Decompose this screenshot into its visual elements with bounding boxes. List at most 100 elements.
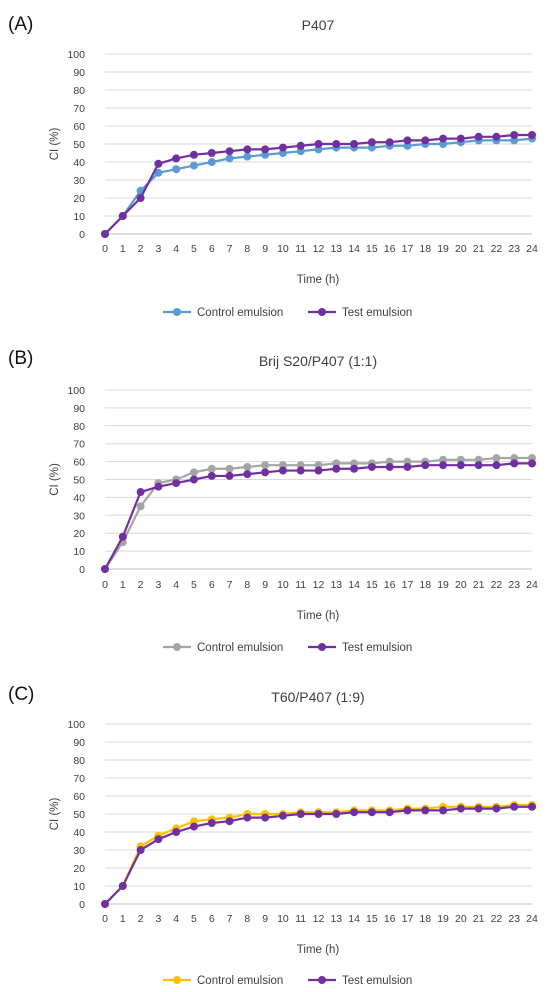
y-tick-label: 100	[67, 385, 85, 397]
data-point	[278, 811, 287, 820]
y-tick-label: 30	[73, 175, 85, 187]
y-tick-label: 10	[73, 211, 85, 223]
data-point	[101, 565, 109, 573]
legend: Control emulsion Test emulsion	[163, 642, 412, 654]
data-point	[350, 808, 359, 817]
data-point	[385, 808, 394, 817]
data-point	[385, 138, 394, 147]
data-point	[207, 158, 216, 166]
x-tick-label: 19	[437, 243, 449, 255]
x-tick-label: 16	[384, 243, 396, 255]
x-tick-label: 14	[348, 243, 360, 255]
legend: Control emulsion Test emulsion	[163, 307, 412, 319]
legend-swatch-marker	[318, 308, 326, 316]
y-tick-label: 0	[79, 564, 85, 576]
data-point	[456, 134, 465, 143]
y-tick-label: 50	[73, 139, 85, 151]
x-tick-label: 7	[227, 913, 233, 925]
x-tick-label: 24	[526, 913, 538, 925]
data-point	[136, 194, 145, 202]
y-tick-label: 10	[73, 546, 85, 558]
data-point	[332, 810, 341, 818]
x-tick-label: 18	[419, 243, 431, 255]
x-tick-label: 0	[102, 243, 108, 255]
data-point	[296, 810, 305, 818]
x-axis-label: Time (h)	[297, 274, 340, 286]
data-point	[474, 461, 483, 470]
data-point	[474, 132, 483, 141]
legend-item: Control emulsion	[163, 307, 283, 319]
x-tick-label: 24	[526, 243, 538, 255]
x-tick-label: 13	[330, 913, 342, 925]
chart-panel-c: (C) T60/P407 (1:9) 0 10 20 30 40 50 60 70 80 90 100 0…	[8, 684, 538, 987]
data-point	[207, 471, 216, 480]
data-point	[403, 136, 412, 145]
data-point	[172, 479, 181, 488]
data-point	[314, 810, 323, 818]
data-point	[421, 136, 430, 145]
data-point	[456, 804, 465, 813]
x-tick-label: 4	[173, 243, 179, 255]
y-tick-label: 50	[73, 475, 85, 487]
x-tick-label: 21	[473, 913, 485, 925]
data-point	[350, 140, 359, 148]
data-point	[172, 828, 181, 836]
legend-item: Test emulsion	[308, 642, 412, 654]
data-point	[296, 141, 305, 150]
x-tick-label: 15	[366, 243, 378, 255]
data-point	[474, 804, 483, 813]
x-tick-label: 12	[313, 913, 325, 925]
data-point	[528, 459, 536, 468]
x-tick-label: 0	[102, 913, 108, 925]
data-point	[136, 846, 145, 854]
x-tick-label: 22	[491, 913, 503, 925]
x-tick-label: 7	[227, 579, 233, 591]
data-point	[101, 230, 109, 238]
data-point	[492, 132, 501, 141]
data-point	[492, 804, 501, 813]
series-line	[104, 803, 532, 905]
x-tick-label: 2	[138, 243, 144, 255]
data-point	[314, 140, 323, 148]
data-point	[172, 154, 181, 163]
legend-label: Control emulsion	[197, 307, 283, 319]
legend-item: Test emulsion	[308, 975, 412, 987]
x-tick-label: 23	[508, 913, 520, 925]
x-tick-label: 4	[173, 913, 179, 925]
y-tick-label: 60	[73, 791, 85, 803]
data-point	[528, 802, 536, 811]
y-tick-label: 20	[73, 193, 85, 205]
x-tick-label: 8	[244, 913, 250, 925]
legend-label: Control emulsion	[197, 642, 283, 654]
x-tick-label: 19	[437, 913, 449, 925]
data-point	[118, 532, 127, 541]
data-point	[261, 145, 270, 154]
data-point	[439, 134, 448, 143]
series-line	[104, 805, 532, 905]
x-tick-label: 5	[191, 913, 197, 925]
y-axis-label: CI (%)	[49, 798, 61, 831]
data-point	[510, 131, 519, 139]
series-control	[101, 134, 536, 238]
data-point	[118, 212, 127, 220]
data-point	[296, 466, 305, 475]
x-axis-label: Time (h)	[297, 610, 340, 622]
legend-swatch-marker	[318, 643, 326, 651]
data-point	[367, 138, 376, 147]
data-point	[439, 806, 448, 815]
x-tick-label: 15	[366, 579, 378, 591]
x-tick-label: 4	[173, 579, 179, 591]
y-tick-label: 40	[73, 157, 85, 169]
x-tick-label: 14	[348, 913, 360, 925]
data-point	[421, 461, 430, 470]
y-tick-label: 70	[73, 773, 85, 785]
data-point	[243, 145, 252, 154]
data-point	[278, 143, 287, 152]
x-tick-label: 10	[277, 913, 289, 925]
y-tick-label: 90	[73, 403, 85, 415]
y-tick-label: 40	[73, 492, 85, 504]
x-tick-label: 1	[120, 579, 126, 591]
series-test	[101, 131, 536, 238]
x-tick-label: 24	[526, 579, 538, 591]
